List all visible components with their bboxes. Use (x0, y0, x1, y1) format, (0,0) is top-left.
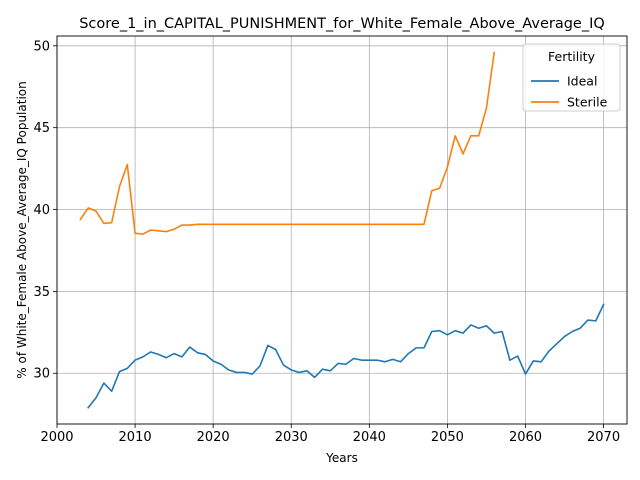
legend-label-ideal: Ideal (567, 74, 597, 89)
series-line-sterile (79, 51, 496, 235)
x-tick-label: 2020 (197, 430, 230, 445)
legend: Fertility Ideal Sterile (522, 43, 621, 112)
y-axis-ticks: 30 35 40 45 50 (33, 39, 57, 382)
legend-title: Fertility (548, 49, 596, 64)
y-tick-label: 30 (33, 367, 50, 382)
x-tick-label: 2010 (119, 430, 152, 445)
legend-items: Ideal Sterile (531, 74, 608, 110)
y-tick-label: 45 (33, 121, 50, 136)
x-tick-label: 2000 (40, 430, 73, 445)
x-tick-label: 2060 (509, 430, 542, 445)
y-tick-label: 35 (33, 285, 50, 300)
y-tick-label: 50 (33, 39, 50, 54)
y-tick-label: 40 (33, 203, 50, 218)
series-layer (79, 51, 605, 409)
x-axis-label: Years (325, 451, 358, 465)
series-line-ideal (87, 303, 605, 409)
legend-label-sterile: Sterile (567, 95, 608, 110)
x-tick-label: 2070 (587, 430, 620, 445)
x-tick-label: 2040 (353, 430, 386, 445)
plot-frame (56, 35, 628, 425)
legend-box (522, 43, 621, 112)
y-axis-label: % of White_Female Above_Average_IQ Popul… (15, 81, 29, 378)
x-tick-label: 2050 (431, 430, 464, 445)
x-tick-label: 2030 (275, 430, 308, 445)
chart-title: Score_1_in_CAPITAL_PUNISHMENT_for_White_… (79, 16, 605, 32)
x-axis-ticks: 2000 2010 2020 2030 2040 2050 2060 2070 (40, 424, 620, 445)
